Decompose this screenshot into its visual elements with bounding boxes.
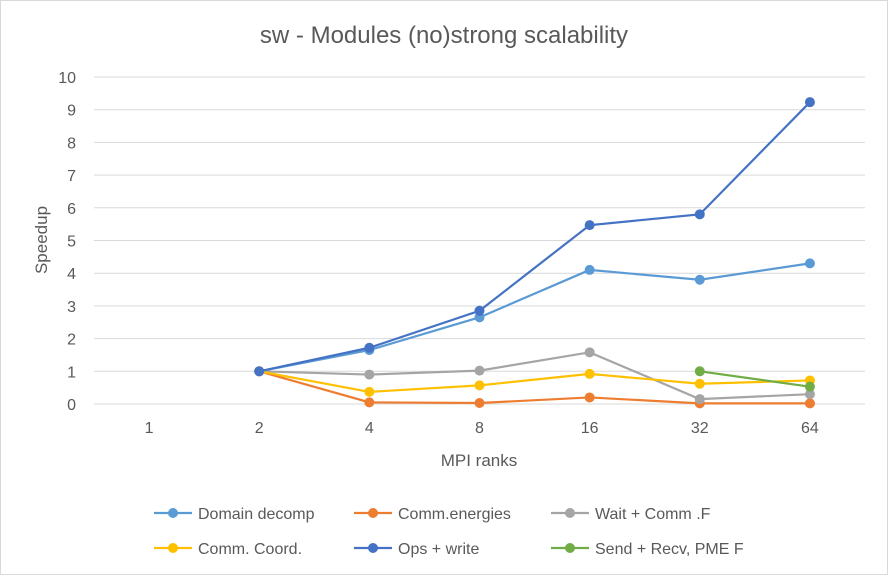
legend-label: Domain decomp (198, 506, 315, 523)
legend: Domain decomp Comm.energies Wait + Comm .F… (154, 506, 744, 558)
data-point (364, 342, 375, 353)
y-tick-label: 6 (67, 201, 76, 218)
legend-swatch-marker (368, 543, 378, 553)
x-tick-label: 8 (475, 420, 484, 437)
series-ops-write (254, 97, 815, 377)
series-line (259, 370, 810, 394)
y-tick-label: 0 (67, 397, 76, 414)
x-tick-label: 64 (801, 420, 819, 437)
x-tick-label: 4 (365, 420, 374, 437)
grid-lines (94, 76, 865, 405)
legend-label: Send + Recv, PME F (595, 541, 744, 558)
y-tick-label: 9 (67, 103, 76, 120)
x-tick-label: 16 (581, 420, 599, 437)
legend-swatch-marker (368, 508, 378, 518)
data-point (694, 274, 705, 285)
data-point (804, 258, 815, 269)
data-point (804, 381, 815, 392)
data-point (474, 305, 485, 316)
data-point (584, 368, 595, 379)
legend-item: Comm.energies (354, 506, 511, 523)
data-point (474, 380, 485, 391)
series-line (259, 351, 810, 401)
series-line (258, 101, 811, 373)
y-tick-label: 8 (67, 135, 76, 152)
legend-label: Comm. Coord. (198, 541, 302, 558)
data-point (364, 397, 375, 408)
x-axis-label: MPI ranks (441, 451, 518, 470)
data-point (254, 366, 265, 377)
legend-item: Send + Recv, PME F (551, 541, 744, 558)
y-tick-label: 3 (67, 299, 76, 316)
x-tick-label: 1 (145, 420, 154, 437)
y-axis-label: Speedup (32, 206, 51, 274)
x-tick-labels: 1 2 4 8 16 32 64 (145, 420, 819, 437)
data-point (694, 394, 705, 405)
legend-item: Ops + write (354, 541, 479, 558)
legend-swatch-marker (168, 543, 178, 553)
data-point (804, 389, 815, 400)
data-point (694, 378, 705, 389)
data-point (364, 386, 375, 397)
legend-item: Domain decomp (154, 506, 315, 523)
legend-label: Comm.energies (398, 506, 511, 523)
series-line (258, 370, 810, 405)
y-tick-labels: 0 1 2 3 4 5 6 7 8 9 10 (58, 70, 76, 414)
chart-title: sw - Modules (no)strong scalability (260, 22, 628, 49)
series-line (699, 370, 811, 388)
data-point (584, 392, 595, 403)
data-point (474, 365, 485, 376)
data-point (584, 220, 595, 231)
legend-item: Comm. Coord. (154, 541, 302, 558)
data-point (694, 366, 705, 377)
series-domain-decomp (254, 258, 815, 377)
y-tick-label: 2 (67, 332, 76, 349)
data-point (804, 97, 815, 108)
legend-swatch-marker (565, 508, 575, 518)
data-point (474, 398, 485, 409)
legend-item: Wait + Comm .F (551, 506, 711, 523)
y-tick-label: 5 (67, 234, 76, 251)
data-point (364, 369, 375, 380)
legend-label: Ops + write (398, 541, 479, 558)
data-point (694, 209, 705, 220)
series-line (259, 262, 811, 373)
y-tick-label: 4 (67, 266, 76, 283)
y-tick-label: 1 (67, 364, 76, 381)
y-tick-label: 7 (67, 168, 76, 185)
series-group (254, 97, 815, 409)
series-send-recv-pme-f (694, 366, 815, 392)
legend-label: Wait + Comm .F (595, 506, 711, 523)
data-point (804, 398, 815, 409)
y-tick-label: 10 (58, 70, 76, 87)
x-tick-label: 32 (691, 420, 709, 437)
legend-swatch-marker (168, 508, 178, 518)
data-point (584, 264, 595, 275)
x-tick-label: 2 (255, 420, 264, 437)
legend-swatch-marker (565, 543, 575, 553)
data-point (584, 347, 595, 358)
